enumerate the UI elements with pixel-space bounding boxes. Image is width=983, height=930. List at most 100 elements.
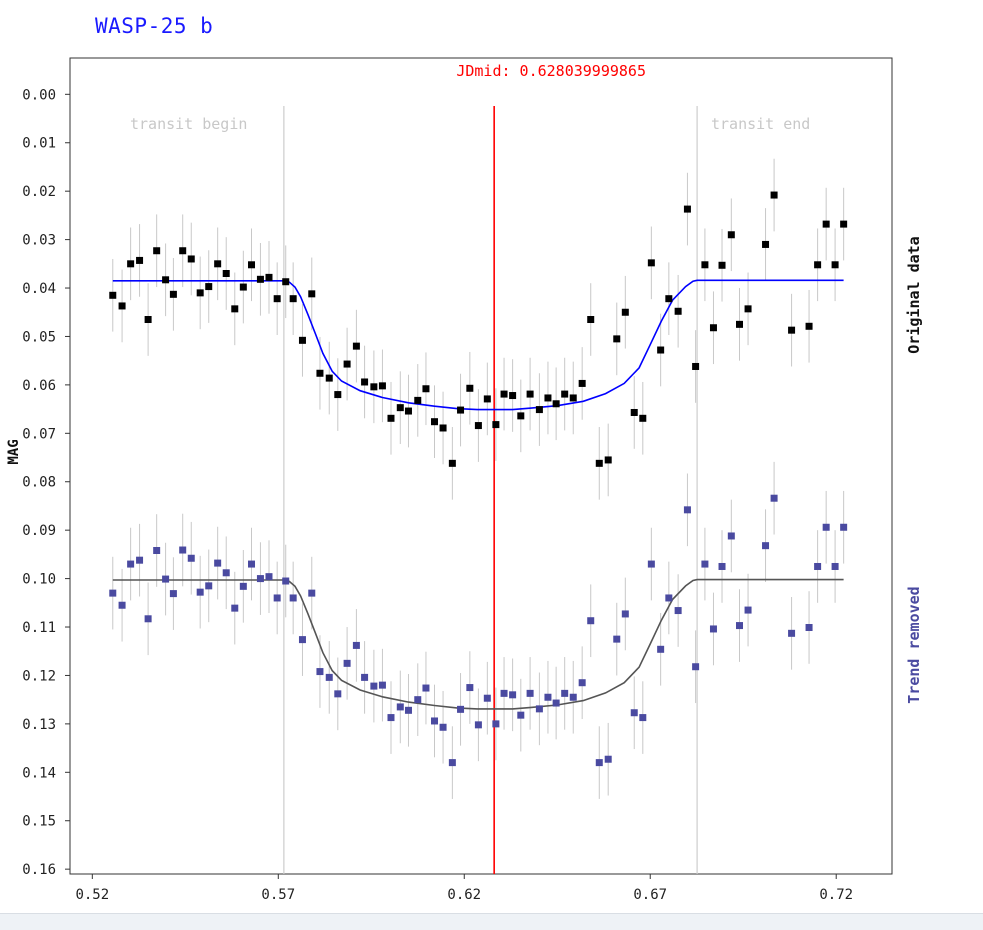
data-point bbox=[466, 684, 474, 692]
data-point bbox=[153, 547, 161, 555]
data-point bbox=[265, 273, 273, 281]
data-point bbox=[127, 560, 135, 568]
data-point bbox=[657, 645, 665, 653]
data-point bbox=[136, 256, 144, 264]
data-point bbox=[118, 302, 126, 310]
data-point bbox=[814, 261, 822, 269]
data-point bbox=[352, 342, 360, 350]
data-point bbox=[509, 691, 517, 699]
transit-end-label: transit end bbox=[711, 115, 810, 133]
y-tick-label: 0.10 bbox=[22, 572, 56, 588]
data-point bbox=[214, 559, 222, 567]
data-point bbox=[805, 322, 813, 330]
data-point bbox=[352, 641, 360, 649]
data-point bbox=[736, 622, 744, 630]
data-point bbox=[457, 705, 465, 713]
data-point bbox=[552, 400, 560, 408]
data-point bbox=[439, 723, 447, 731]
data-point bbox=[109, 589, 117, 597]
data-point bbox=[822, 220, 830, 228]
data-point bbox=[231, 604, 239, 612]
data-point bbox=[334, 391, 342, 399]
data-point bbox=[162, 276, 170, 284]
data-point bbox=[492, 421, 500, 429]
plot-frame bbox=[69, 57, 893, 875]
data-point bbox=[153, 247, 161, 255]
data-point bbox=[665, 594, 673, 602]
data-point bbox=[569, 394, 577, 402]
data-point bbox=[289, 594, 297, 602]
x-tick-label: 0.52 bbox=[75, 887, 109, 903]
data-point bbox=[657, 346, 665, 354]
data-point bbox=[595, 759, 603, 767]
data-point bbox=[316, 369, 324, 377]
data-point bbox=[718, 562, 726, 570]
data-point bbox=[361, 673, 369, 681]
y-tick-label: 0.03 bbox=[22, 233, 56, 249]
data-point bbox=[805, 624, 813, 632]
series-label-trend-removed: Trend removed bbox=[905, 586, 923, 703]
data-point bbox=[630, 408, 638, 416]
data-point bbox=[239, 283, 247, 291]
y-tick-label: 0.15 bbox=[22, 814, 56, 830]
data-point bbox=[308, 589, 316, 597]
data-point bbox=[265, 573, 273, 581]
data-point bbox=[683, 205, 691, 213]
data-point bbox=[222, 569, 230, 577]
data-point bbox=[414, 696, 422, 704]
data-point bbox=[709, 324, 717, 332]
data-point bbox=[273, 295, 281, 303]
data-point bbox=[248, 560, 256, 568]
data-point bbox=[727, 532, 735, 540]
data-point bbox=[788, 326, 796, 334]
data-point bbox=[474, 721, 482, 729]
model-curve bbox=[112, 279, 844, 411]
data-point bbox=[744, 606, 752, 614]
data-point bbox=[544, 394, 552, 402]
data-point bbox=[205, 582, 213, 590]
transit-begin-label: transit begin bbox=[130, 115, 247, 133]
data-point bbox=[762, 240, 770, 248]
data-point bbox=[248, 261, 256, 269]
series-0 bbox=[109, 158, 848, 500]
data-point bbox=[231, 305, 239, 313]
data-point bbox=[604, 456, 612, 464]
data-point bbox=[535, 705, 543, 713]
data-point bbox=[179, 247, 187, 255]
data-point bbox=[466, 384, 474, 392]
data-point bbox=[639, 714, 647, 722]
model-curve bbox=[112, 578, 844, 710]
data-point bbox=[762, 542, 770, 550]
data-point bbox=[325, 673, 333, 681]
data-point bbox=[298, 336, 306, 344]
data-point bbox=[378, 681, 386, 689]
data-point bbox=[709, 625, 717, 633]
data-point bbox=[282, 577, 290, 585]
data-point bbox=[692, 362, 700, 370]
data-point bbox=[831, 562, 839, 570]
data-point bbox=[587, 617, 595, 625]
data-point bbox=[831, 261, 839, 269]
chart-title: WASP-25 b bbox=[95, 14, 214, 38]
data-point bbox=[308, 290, 316, 298]
data-point bbox=[439, 424, 447, 432]
data-point bbox=[500, 390, 508, 398]
data-point bbox=[621, 610, 629, 618]
y-tick-label: 0.06 bbox=[22, 378, 56, 394]
y-tick-label: 0.13 bbox=[22, 717, 56, 733]
data-point bbox=[822, 523, 830, 531]
data-point bbox=[396, 404, 404, 412]
data-point bbox=[136, 556, 144, 564]
data-point bbox=[144, 316, 152, 324]
data-point bbox=[544, 693, 552, 701]
data-point bbox=[665, 295, 673, 303]
data-point bbox=[770, 494, 778, 502]
data-point bbox=[840, 523, 848, 531]
data-point bbox=[289, 295, 297, 303]
x-tick-label: 0.67 bbox=[633, 887, 667, 903]
data-point bbox=[196, 588, 204, 596]
data-point bbox=[316, 668, 324, 676]
data-point bbox=[282, 278, 290, 286]
data-point bbox=[604, 755, 612, 763]
data-point bbox=[701, 261, 709, 269]
